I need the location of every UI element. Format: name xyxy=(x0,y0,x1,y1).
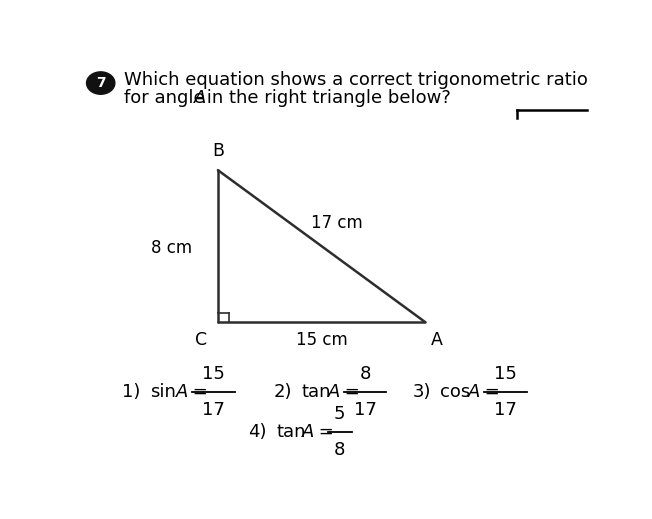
Text: for angle: for angle xyxy=(125,89,211,107)
Text: tan: tan xyxy=(301,383,331,401)
Text: A: A xyxy=(327,383,340,401)
Text: A: A xyxy=(303,423,315,441)
Text: A: A xyxy=(176,383,188,401)
Text: A: A xyxy=(431,331,443,349)
Text: in the right triangle below?: in the right triangle below? xyxy=(201,89,451,107)
Text: 7: 7 xyxy=(96,76,106,90)
Text: A: A xyxy=(194,89,207,107)
Text: =: = xyxy=(187,383,208,401)
Circle shape xyxy=(87,72,115,94)
Text: tan: tan xyxy=(276,423,306,441)
Text: B: B xyxy=(212,142,224,160)
Text: =: = xyxy=(338,383,359,401)
Text: cos: cos xyxy=(440,383,471,401)
Text: 15: 15 xyxy=(202,365,225,383)
Text: 1): 1) xyxy=(122,383,140,401)
Text: 17: 17 xyxy=(494,401,517,419)
Text: sin: sin xyxy=(150,383,175,401)
Text: =: = xyxy=(479,383,500,401)
Text: 8: 8 xyxy=(359,365,370,383)
Text: C: C xyxy=(195,331,207,349)
Text: 5: 5 xyxy=(334,405,346,423)
Text: 15: 15 xyxy=(494,365,517,383)
Text: 3): 3) xyxy=(413,383,431,401)
Text: 17 cm: 17 cm xyxy=(311,214,363,232)
Text: A: A xyxy=(468,383,481,401)
Text: Which equation shows a correct trigonometric ratio: Which equation shows a correct trigonome… xyxy=(125,71,588,89)
Text: 8 cm: 8 cm xyxy=(151,239,192,257)
Text: 17: 17 xyxy=(353,401,376,419)
Text: =: = xyxy=(314,423,334,441)
Text: 8: 8 xyxy=(334,441,346,459)
Text: 4): 4) xyxy=(248,423,267,441)
Text: 17: 17 xyxy=(202,401,225,419)
Text: 15 cm: 15 cm xyxy=(295,331,348,349)
Text: 2): 2) xyxy=(274,383,292,401)
